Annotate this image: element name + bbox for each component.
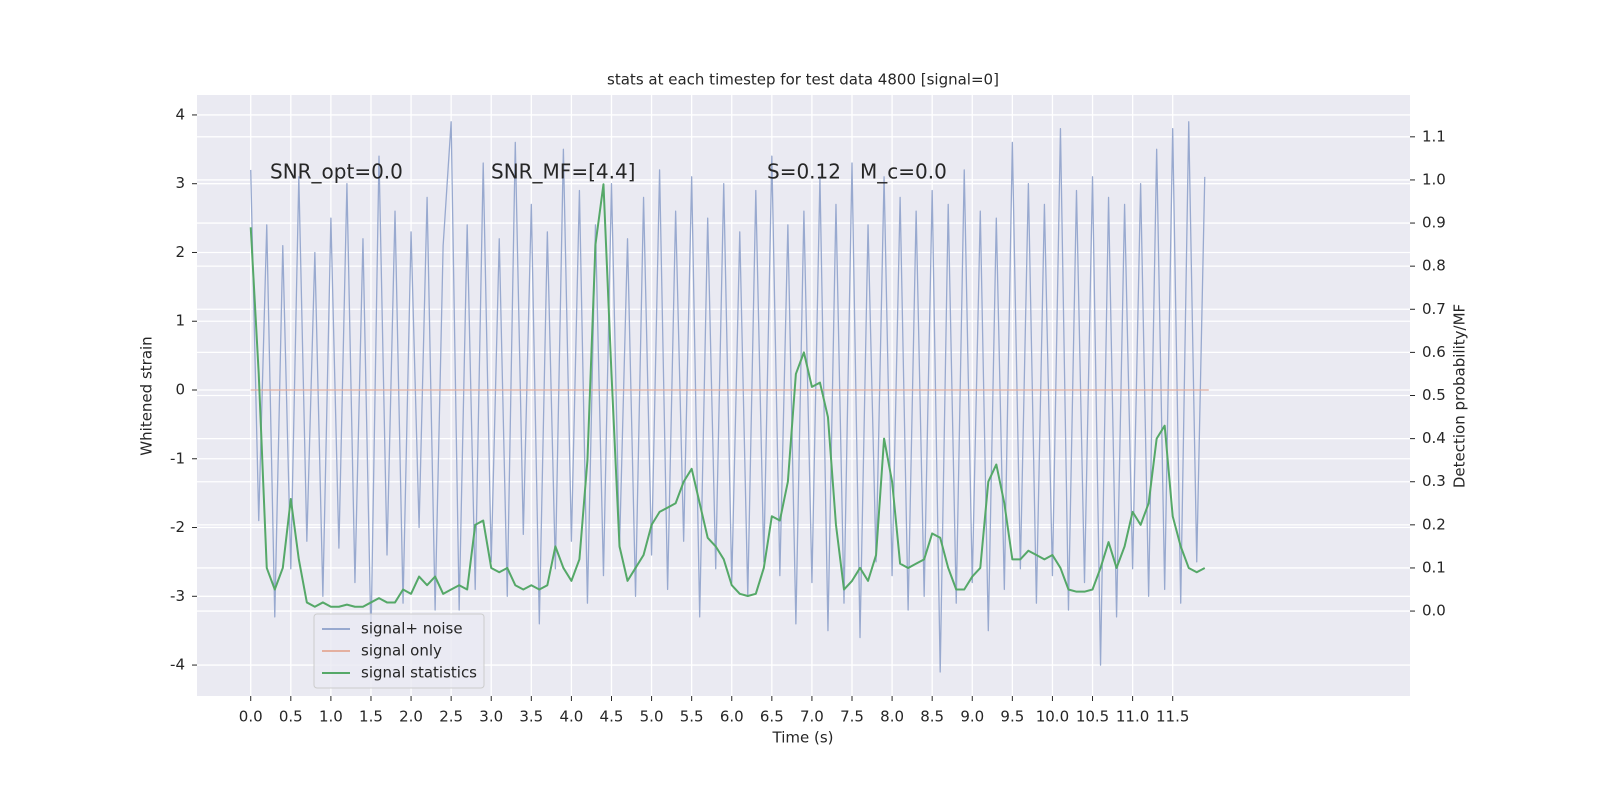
x-tick-label: 8.0 <box>880 708 904 726</box>
legend-label: signal statistics <box>361 664 477 682</box>
x-axis-label: Time (s) <box>772 729 834 747</box>
legend: signal+ noise signal only signal statistic… <box>313 613 485 689</box>
y2-tick-label: 0.3 <box>1422 472 1446 490</box>
y2-tick-label: 0.4 <box>1422 429 1446 447</box>
y2-tick-label: 0.0 <box>1422 602 1446 620</box>
y2-tick-label: 0.5 <box>1422 386 1446 404</box>
x-tick-label: 11.5 <box>1156 708 1189 726</box>
x-tick-label: 9.5 <box>1000 708 1024 726</box>
x-tick-label: 1.5 <box>359 708 383 726</box>
x-tick-label: 2.5 <box>439 708 463 726</box>
x-tick-label: 1.0 <box>319 708 343 726</box>
x-tick-label: 10.0 <box>1036 708 1069 726</box>
x-tick-label: 11.0 <box>1116 708 1149 726</box>
y2-tick-label: 0.6 <box>1422 343 1446 361</box>
y2-tick-label: 0.9 <box>1422 214 1446 232</box>
y-tick-label: -4 <box>170 656 185 674</box>
x-tick-label: 3.0 <box>479 708 503 726</box>
y-tick-label: 0 <box>175 380 185 398</box>
series-line <box>249 183 1206 608</box>
x-tick-label: 7.5 <box>840 708 864 726</box>
series-line <box>250 121 1206 673</box>
y-tick-label: 2 <box>175 243 185 261</box>
legend-label: signal only <box>361 642 442 660</box>
x-tick-label: 8.5 <box>920 708 944 726</box>
annotation: S=0.12 <box>767 160 841 184</box>
x-tick-label: 6.0 <box>720 708 744 726</box>
x-tick-label: 4.0 <box>559 708 583 726</box>
y2-tick-label: 0.7 <box>1422 300 1446 318</box>
y-tick-label: 4 <box>175 105 185 123</box>
x-tick-label: 3.5 <box>519 708 543 726</box>
x-tick-label: 5.5 <box>680 708 704 726</box>
y2-tick-label: 1.1 <box>1422 127 1446 145</box>
legend-box <box>313 613 485 689</box>
x-tick-label: 6.5 <box>760 708 784 726</box>
y-tick-label: 1 <box>175 312 185 330</box>
annotation: SNR_opt=0.0 <box>270 160 403 184</box>
y2-tick-label: 1.0 <box>1422 170 1446 188</box>
annotation: M_c=0.0 <box>860 160 947 184</box>
y-tick-label: 3 <box>175 174 185 192</box>
chart-title: stats at each timestep for test data 480… <box>607 71 999 89</box>
y-tick-label: -3 <box>170 587 185 605</box>
x-tick-label: 7.0 <box>800 708 824 726</box>
y2-tick-label: 0.8 <box>1422 257 1446 275</box>
y-tick-label: -1 <box>170 449 185 467</box>
legend-label: signal+ noise <box>361 620 463 638</box>
y2-tick-label: 0.1 <box>1422 558 1446 576</box>
x-tick-label: 0.0 <box>239 708 263 726</box>
annotation: SNR_MF=[4.4] <box>491 160 635 184</box>
y2-axis-label: Detection probability/MF <box>1451 304 1469 488</box>
x-tick-label: 4.5 <box>600 708 624 726</box>
x-tick-label: 0.5 <box>279 708 303 726</box>
x-tick-label: 2.0 <box>399 708 423 726</box>
y-tick-label: -2 <box>170 518 185 536</box>
x-tick-label: 9.0 <box>960 708 984 726</box>
x-tick-label: 10.5 <box>1076 708 1109 726</box>
y-axis-label: Whitened strain <box>138 336 156 455</box>
x-tick-label: 5.0 <box>640 708 664 726</box>
y2-tick-label: 0.2 <box>1422 515 1446 533</box>
